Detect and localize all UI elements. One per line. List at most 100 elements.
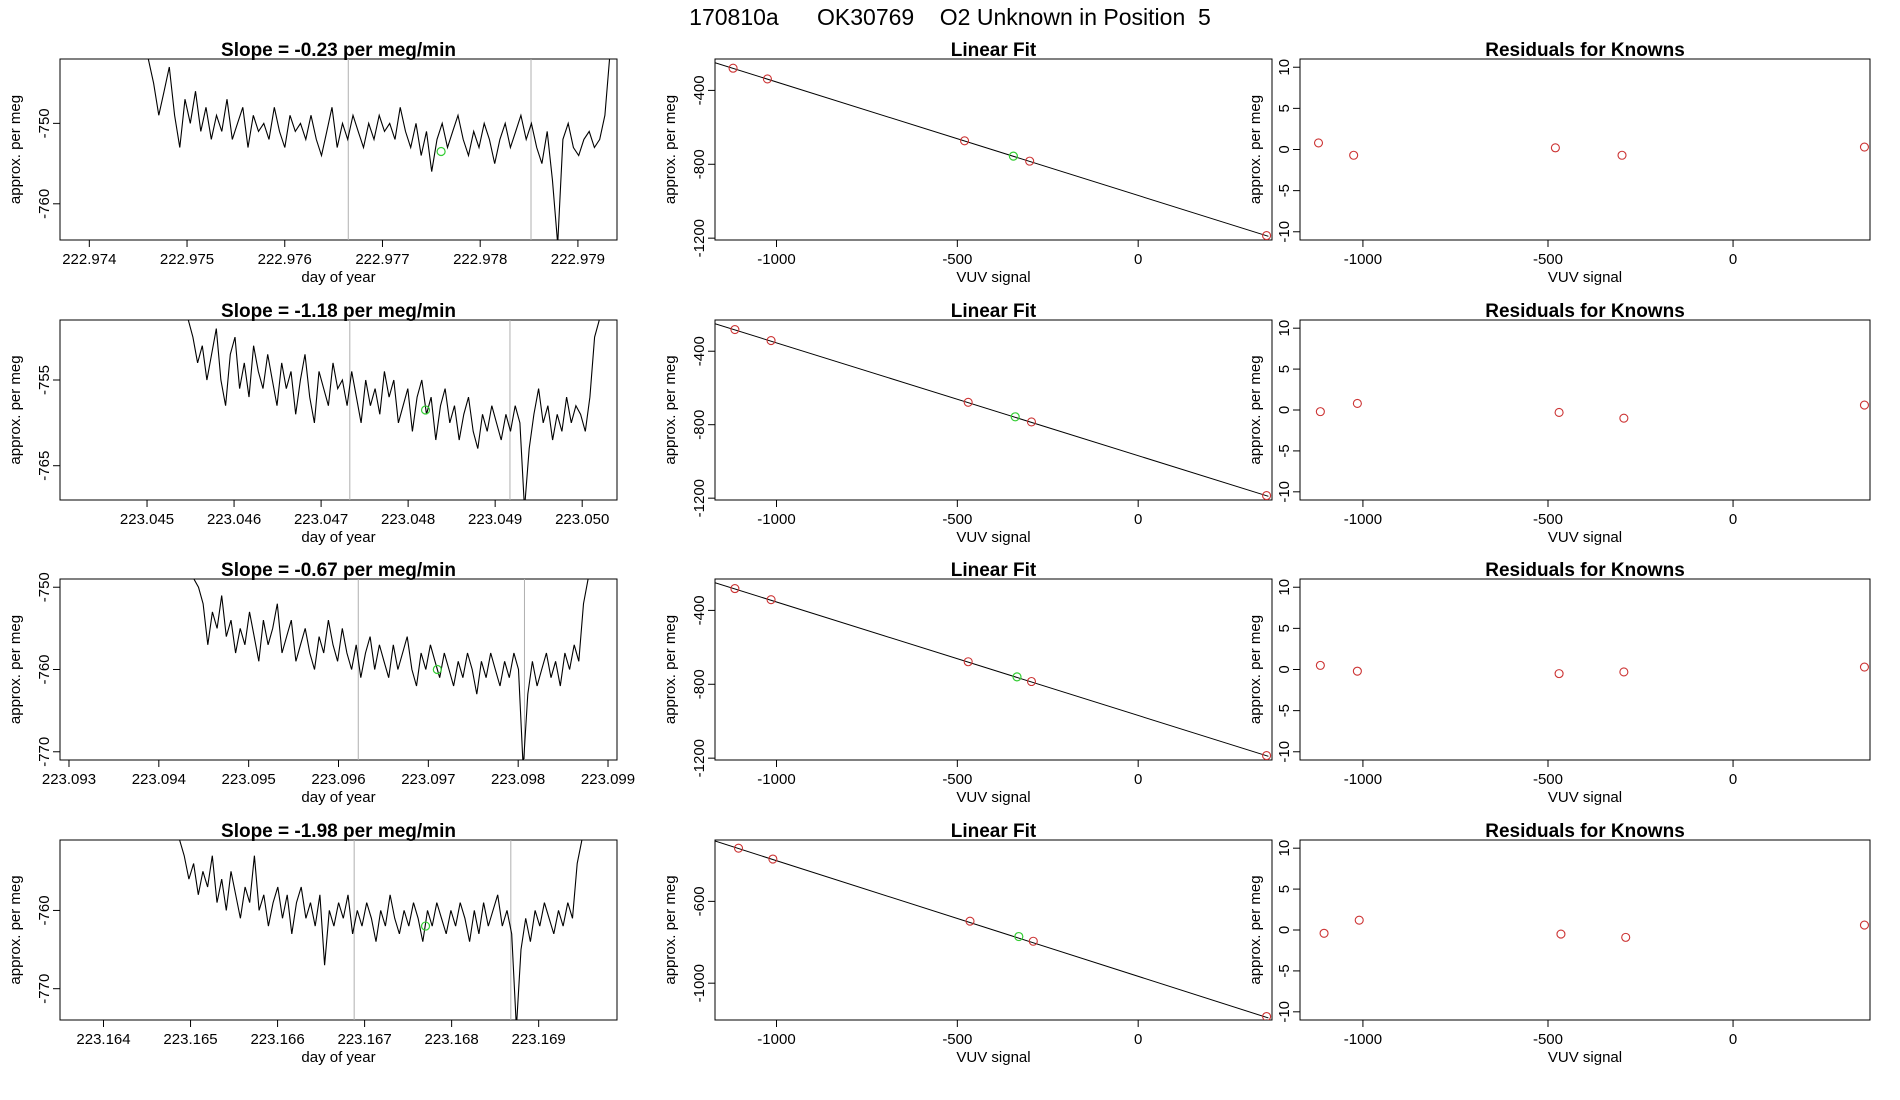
fit-line [715, 323, 1269, 497]
x-tick-label: -1000 [757, 511, 795, 528]
x-tick-label: 223.164 [76, 1031, 130, 1048]
x-tick-label: -500 [1533, 511, 1563, 528]
plot-frame [1299, 578, 1871, 761]
y-tick-label: -10 [1276, 741, 1293, 763]
x-tick-label: 223.050 [555, 511, 609, 528]
panel-title: Slope = -0.67 per meg/min [221, 560, 456, 581]
fit-line [715, 840, 1269, 1019]
x-axis-label: VUV signal [956, 789, 1030, 806]
plot-area [1319, 915, 1869, 942]
plot-area [1313, 138, 1869, 160]
y-tick-label: 0 [1276, 406, 1293, 414]
plot-frame [714, 578, 1273, 761]
y-tick-label: -10 [1276, 1001, 1293, 1023]
data-point [1554, 669, 1564, 679]
panel-r3-residuals: Residuals for Knowns -1000 -500 0 10 5 0 -5 -10 V… [1247, 560, 1871, 806]
x-tick-label: 222.977 [355, 251, 409, 268]
x-tick-label: -1000 [1344, 251, 1382, 268]
panel-title: Residuals for Knowns [1485, 40, 1685, 61]
data-point [1262, 1011, 1272, 1020]
y-tick-label: 5 [1276, 624, 1293, 632]
x-tick-label: 0 [1729, 771, 1737, 788]
data-point [730, 325, 740, 335]
x-tick-label: 223.168 [425, 1031, 479, 1048]
x-tick-label: -500 [942, 1031, 972, 1048]
plot-area [1315, 398, 1869, 423]
y-tick-label: -760 [36, 895, 53, 925]
panel-title: Slope = -0.23 per meg/min [221, 40, 456, 61]
plot-frame [59, 58, 618, 241]
y-tick-label: -1200 [691, 739, 708, 777]
y-tick-label: -760 [36, 654, 53, 684]
x-tick-label: -1000 [757, 251, 795, 268]
x-tick-label: 222.974 [62, 251, 116, 268]
data-point [1619, 667, 1629, 677]
plot-area [715, 323, 1272, 500]
y-tick-label: -5 [1276, 964, 1293, 977]
y-axis-label: approx. per meg [662, 95, 679, 204]
y-tick-label: -750 [36, 572, 53, 602]
y-tick-label: -600 [691, 886, 708, 916]
x-axis-label: day of year [301, 1049, 375, 1066]
x-axis-label: day of year [301, 529, 375, 546]
page-title: 170810a OK30769 O2 Unknown in Position 5 [689, 4, 1211, 30]
data-point [1554, 407, 1564, 418]
data-point [1313, 138, 1324, 148]
data-point [965, 916, 975, 926]
y-tick-label: -760 [36, 189, 53, 219]
data-point [1026, 417, 1037, 427]
x-tick-label: -500 [1533, 771, 1563, 788]
x-axis-label: day of year [301, 789, 375, 806]
panel-r1-time-series: Slope = -0.23 per meg/min 222.974 222.975 2… [7, 40, 618, 286]
x-tick-label: 0 [1134, 771, 1142, 788]
panel-r3-linear-fit: Linear Fit -1000 -500 0 -400 -800 -1200 VUV sig… [662, 560, 1273, 806]
y-tick-label: 5 [1276, 104, 1293, 112]
x-tick-label: 223.093 [42, 771, 96, 788]
series-line [193, 579, 593, 760]
plot-frame [59, 839, 618, 1021]
y-axis-label: approx. per meg [1247, 615, 1264, 724]
plot-frame [714, 58, 1273, 241]
data-point [1315, 660, 1325, 670]
y-tick-label: -400 [691, 75, 708, 105]
data-point [766, 595, 776, 605]
y-tick-label: 10 [1276, 320, 1293, 337]
highlight-point [436, 146, 446, 157]
y-tick-label: -400 [691, 336, 708, 366]
y-tick-label: -750 [36, 108, 53, 138]
data-point [963, 397, 973, 407]
y-tick-label: -755 [36, 365, 53, 395]
y-tick-label: 0 [1276, 665, 1293, 673]
data-point [733, 843, 744, 853]
series-line [147, 59, 611, 240]
data-point [1352, 398, 1362, 409]
x-tick-label: 223.166 [250, 1031, 304, 1048]
fit-line [715, 62, 1269, 237]
x-tick-label: 222.975 [160, 251, 214, 268]
x-axis-label: VUV signal [956, 1049, 1030, 1066]
y-tick-label: -10 [1276, 221, 1293, 243]
data-point [1025, 156, 1035, 166]
panel-r2-linear-fit: Linear Fit -1000 -500 0 -400 -800 -1200 VUV sig… [662, 301, 1273, 546]
x-tick-label: 0 [1134, 511, 1142, 528]
highlight-point [420, 405, 431, 415]
data-point [762, 74, 772, 84]
x-axis-label: VUV signal [1548, 1049, 1622, 1066]
data-point [1621, 932, 1631, 942]
panel-r1-linear-fit: Linear Fit -1000 -500 0 -400 -800 -1200 VUV sig… [662, 40, 1273, 286]
data-point [1550, 143, 1560, 153]
plot-area [715, 62, 1272, 240]
x-tick-label: -500 [942, 251, 972, 268]
series-line [187, 320, 600, 500]
panel-r4-residuals: Residuals for Knowns -1000 -500 0 10 5 0 -5 -10 V… [1247, 821, 1871, 1066]
highlight-point [1012, 672, 1022, 682]
highlight-point [1014, 931, 1024, 942]
x-axis-label: VUV signal [956, 529, 1030, 546]
data-point [1262, 231, 1272, 240]
y-tick-label: 10 [1276, 59, 1293, 76]
data-point [730, 584, 740, 594]
data-point [1028, 936, 1038, 946]
x-tick-label: 223.049 [468, 511, 522, 528]
x-tick-label: 0 [1729, 511, 1737, 528]
plot-area [715, 582, 1272, 760]
